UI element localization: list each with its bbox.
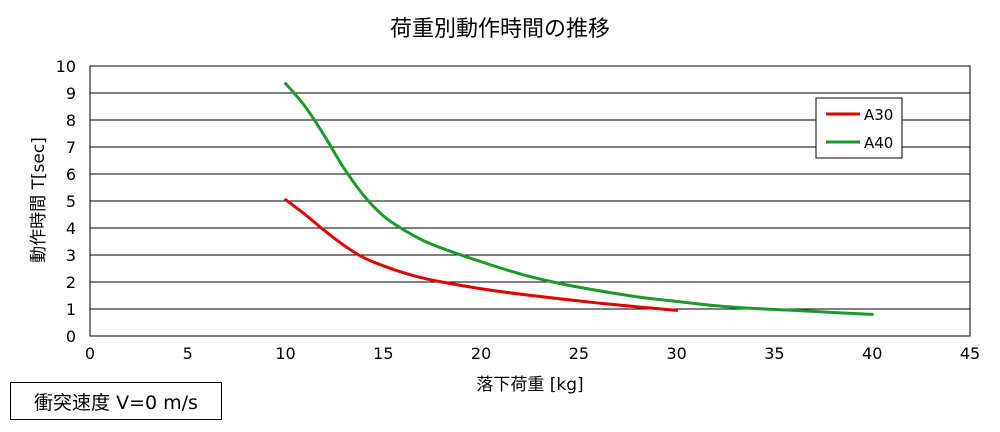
legend-label: A40 xyxy=(864,134,893,152)
x-tick-label: 40 xyxy=(862,344,882,363)
y-tick-label: 3 xyxy=(66,246,76,265)
plot-frame xyxy=(89,65,971,337)
chart-title: 荷重別動作時間の推移 xyxy=(390,17,610,42)
y-tick-label: 2 xyxy=(66,273,76,292)
legend-label: A30 xyxy=(864,106,893,124)
series-group xyxy=(284,82,874,316)
y-axis-label: 動作時間 T[sec] xyxy=(29,137,49,263)
grid xyxy=(89,65,971,337)
legend: A30 A40 xyxy=(815,97,903,159)
x-tick-label: 25 xyxy=(569,344,589,363)
x-tick-label: 15 xyxy=(373,344,393,363)
x-tick-label: 45 xyxy=(960,344,980,363)
x-axis-label: 落下荷重 [kg] xyxy=(476,375,583,395)
y-tick-label: 4 xyxy=(66,219,76,238)
y-tick-label: 1 xyxy=(66,300,76,319)
y-tick-label: 8 xyxy=(66,111,76,130)
x-tick-label: 10 xyxy=(275,344,295,363)
x-tick-label: 30 xyxy=(666,344,686,363)
note-text: 衝突速度 V=0 m/s xyxy=(34,391,198,414)
legend-box xyxy=(815,97,903,159)
x-tick-label: 35 xyxy=(764,344,784,363)
y-tick-label: 7 xyxy=(66,138,76,157)
x-tick-label: 5 xyxy=(183,344,193,363)
note-box: 衝突速度 V=0 m/s xyxy=(10,382,222,420)
y-tick-label: 9 xyxy=(66,84,76,103)
x-tick-label: 20 xyxy=(471,344,491,363)
y-tick-label: 6 xyxy=(66,165,76,184)
y-tick-label: 0 xyxy=(66,327,76,346)
series-line-a30 xyxy=(284,198,679,312)
series-line-a40 xyxy=(284,82,874,316)
y-tick-label: 5 xyxy=(66,192,76,211)
x-tick-label: 0 xyxy=(85,344,95,363)
y-tick-label: 10 xyxy=(56,57,76,76)
